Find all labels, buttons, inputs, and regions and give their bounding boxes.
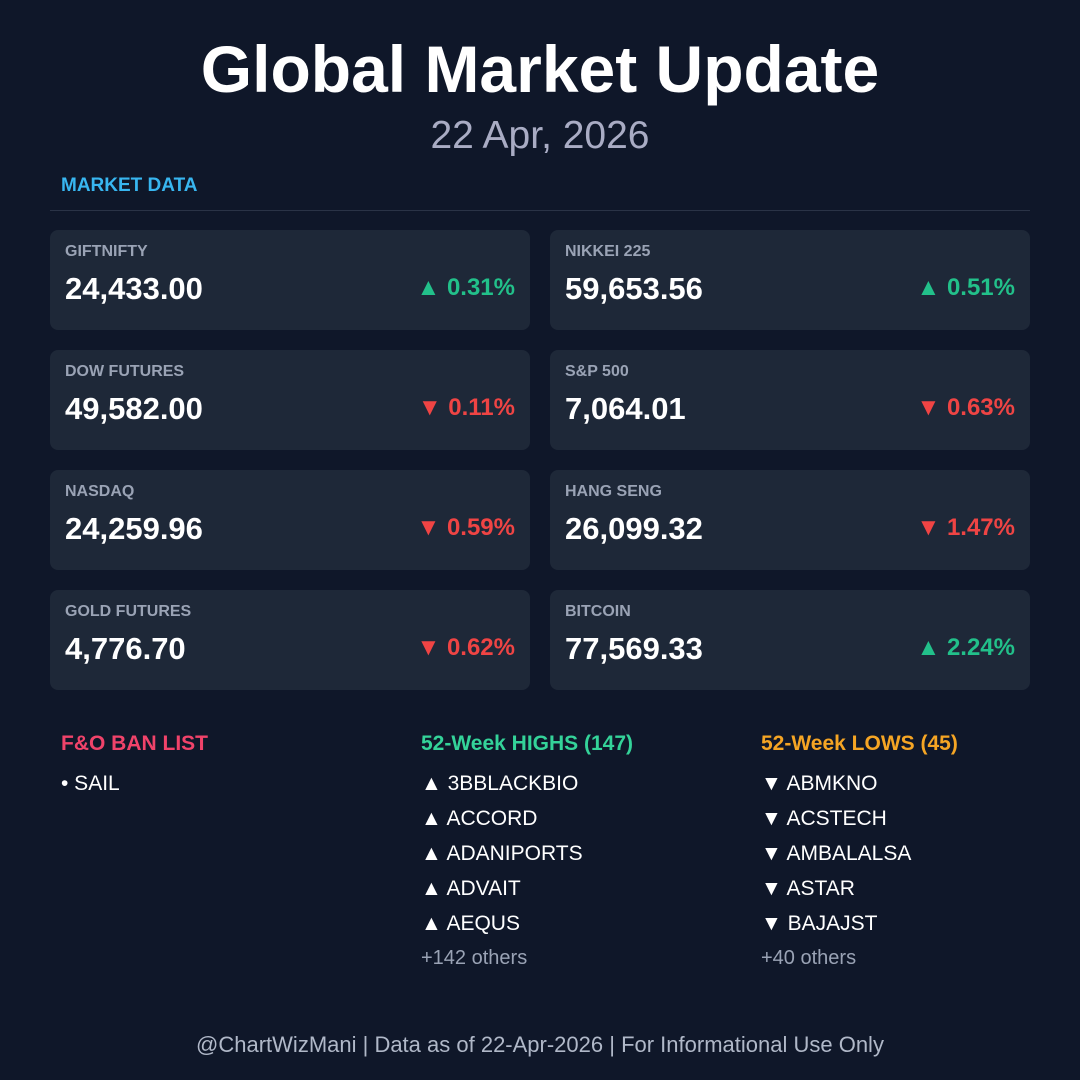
list-item: ▲ ADANIPORTS [421, 842, 583, 865]
card-label: NIKKEI 225 [565, 243, 651, 260]
card-change: ▼ 0.59% [416, 514, 515, 541]
list-more: +40 others [761, 947, 857, 969]
market-card: DOW FUTURES 49,582.00 ▼ 0.11% [50, 350, 530, 450]
card-label: NASDAQ [65, 483, 135, 500]
list-item: ▲ 3BBLACKBIO [421, 772, 579, 795]
list-item: ▲ ACCORD [421, 807, 538, 830]
card-value: 4,776.70 [65, 631, 186, 666]
card-change: ▲ 2.24% [916, 634, 1015, 661]
card-value: 7,064.01 [565, 391, 686, 426]
market-card: GIFTNIFTY 24,433.00 ▲ 0.31% [50, 230, 530, 330]
list-item: ▼ ABMKNO [761, 772, 878, 795]
card-label: S&P 500 [565, 363, 629, 380]
card-change: ▲ 0.51% [916, 274, 1015, 301]
card-value: 26,099.32 [565, 511, 703, 546]
market-card: NIKKEI 225 59,653.56 ▲ 0.51% [550, 230, 1030, 330]
list-item: ▲ ADVAIT [421, 877, 521, 900]
market-card: HANG SENG 26,099.32 ▼ 1.47% [550, 470, 1030, 570]
card-label: GIFTNIFTY [65, 243, 148, 260]
card-value: 24,433.00 [65, 271, 203, 306]
list-item: ▼ ASTAR [761, 877, 855, 900]
list-more: +142 others [421, 947, 528, 969]
card-label: DOW FUTURES [65, 363, 185, 380]
card-change: ▼ 0.11% [417, 394, 515, 421]
card-value: 49,582.00 [65, 391, 203, 426]
card-change: ▼ 1.47% [916, 514, 1015, 541]
list-item: ▼ BAJAJST [761, 912, 878, 935]
card-change: ▲ 0.31% [416, 274, 515, 301]
section-title: MARKET DATA [61, 175, 198, 196]
title: Global Market Update [200, 32, 880, 106]
card-label: HANG SENG [565, 483, 662, 500]
market-card: GOLD FUTURES 4,776.70 ▼ 0.62% [50, 590, 530, 690]
list-item: ▲ AEQUS [421, 912, 520, 935]
list-title: 52-Week LOWS (45) [761, 732, 958, 755]
market-card: S&P 500 7,064.01 ▼ 0.63% [550, 350, 1030, 450]
divider [50, 210, 1030, 211]
market-card: BITCOIN 77,569.33 ▲ 2.24% [550, 590, 1030, 690]
list-item: ▼ ACSTECH [761, 807, 887, 830]
card-value: 59,653.56 [565, 271, 703, 306]
card-value: 24,259.96 [65, 511, 203, 546]
market-card: NASDAQ 24,259.96 ▼ 0.59% [50, 470, 530, 570]
card-change: ▼ 0.62% [416, 634, 515, 661]
card-change: ▼ 0.63% [916, 394, 1015, 421]
list-title: 52-Week HIGHS (147) [421, 732, 634, 755]
footer: @ChartWizMani | Data as of 22-Apr-2026 |… [196, 1032, 884, 1057]
list-title: F&O BAN LIST [61, 732, 208, 755]
card-value: 77,569.33 [565, 631, 703, 666]
list-item: ▼ AMBALALSA [761, 842, 912, 865]
card-label: GOLD FUTURES [65, 603, 192, 620]
list-item: • SAIL [61, 772, 120, 795]
card-label: BITCOIN [565, 603, 631, 620]
date: 22 Apr, 2026 [430, 114, 650, 157]
